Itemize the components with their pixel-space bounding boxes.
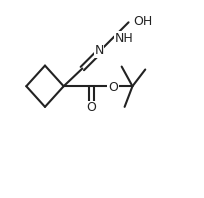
Text: NH: NH: [115, 31, 134, 45]
Text: O: O: [86, 101, 96, 114]
Text: OH: OH: [133, 15, 153, 28]
Text: O: O: [108, 81, 118, 94]
Text: N: N: [94, 44, 104, 57]
